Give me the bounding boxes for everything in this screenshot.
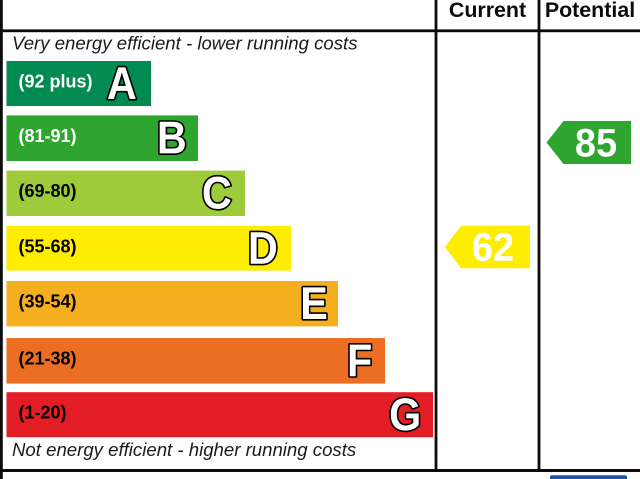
svg-text:(1-20): (1-20)	[19, 403, 67, 423]
svg-text:(81-91): (81-91)	[19, 126, 77, 146]
svg-text:Current: Current	[449, 0, 526, 22]
svg-text:(55-68): (55-68)	[19, 236, 77, 256]
svg-text:Potential: Potential	[545, 0, 635, 22]
svg-text:Not energy efficient - higher: Not energy efficient - higher running co…	[12, 439, 356, 460]
svg-text:(21-38): (21-38)	[19, 349, 77, 369]
svg-text:(92 plus): (92 plus)	[19, 72, 93, 92]
svg-text:(69-80): (69-80)	[19, 181, 77, 201]
svg-text:Very energy efficient - lower: Very energy efficient - lower running co…	[12, 33, 358, 54]
svg-text:(39-54): (39-54)	[19, 292, 77, 312]
